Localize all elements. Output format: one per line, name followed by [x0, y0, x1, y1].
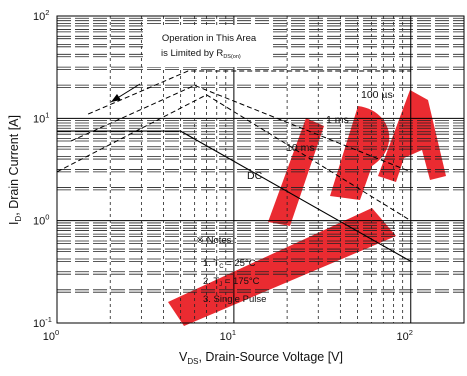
rds-annotation: Operation in This Area is Limited by RDS…: [110, 25, 271, 103]
series-group: [56, 70, 412, 262]
series-line-0: [87, 70, 411, 115]
x-axis-label: VDS, Drain-Source Voltage [V]: [179, 350, 343, 366]
x-tick-label: 100: [43, 328, 59, 343]
x-tick-label: 101: [220, 328, 236, 343]
y-tick-label: 100: [33, 213, 49, 228]
rds-arrow-head: [111, 94, 121, 102]
series-line-2: [56, 94, 412, 222]
watermark-stripe: [168, 208, 396, 326]
rds-annotation-line1: Operation in This Area: [162, 33, 257, 44]
watermark-shape: [330, 106, 390, 200]
y-tick-label: 101: [33, 110, 49, 125]
watermark-logo: [168, 90, 446, 326]
rds-annotation-line2: is Limited by RDS(on): [161, 48, 241, 60]
label-100us: 100 µs: [361, 89, 393, 101]
x-tick-label: 102: [397, 328, 413, 343]
series-line-1: [70, 84, 411, 173]
label-1ms: 1 ms: [326, 114, 349, 126]
rds-annotation-bg: [147, 25, 271, 67]
y-tick-label: 102: [33, 8, 49, 23]
series-line-3: [57, 130, 412, 262]
y-tick-label: 10-1: [33, 315, 52, 330]
notes-box: ※ Notes : 1. TC = 25°C 2. TJ = 175°C 3. …: [196, 235, 266, 305]
notes-item-2: 2. TJ = 175°C: [203, 276, 260, 288]
label-10ms: 10 ms: [286, 142, 315, 154]
plot-frame: [56, 15, 465, 324]
y-axis-label: ID, Drain Current [A]: [7, 115, 23, 225]
notes-title: ※ Notes :: [196, 235, 237, 246]
label-dc: DC: [247, 170, 263, 182]
notes-item-1: 1. TC = 25°C: [203, 258, 256, 270]
notes-item-3: 3. Single Pulse: [203, 294, 266, 305]
